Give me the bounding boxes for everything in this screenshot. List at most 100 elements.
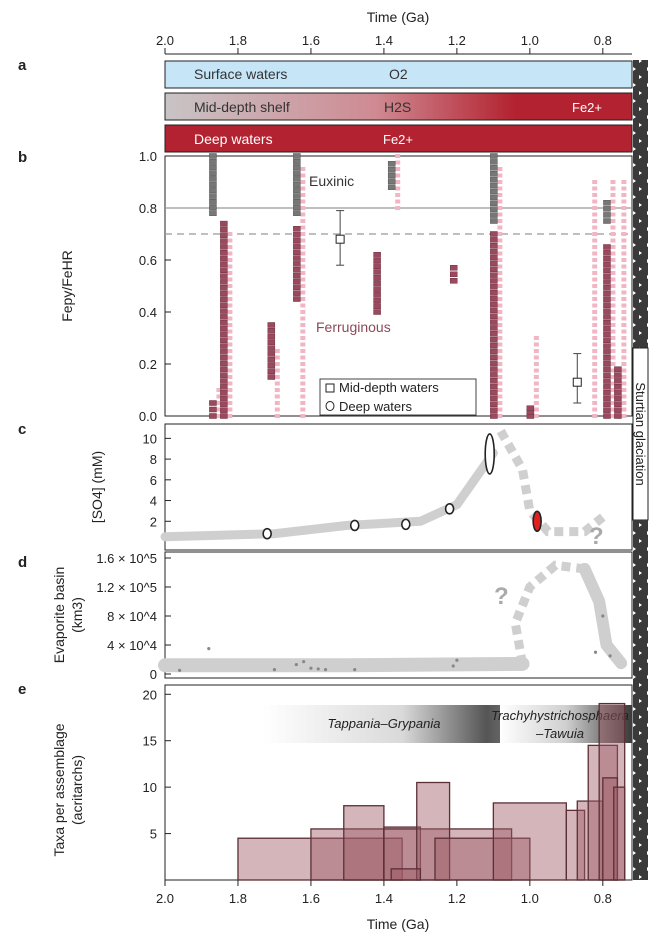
maroon-point-1-12 <box>220 343 228 349</box>
pink-point-3-11 <box>300 342 306 347</box>
euxinic-point-7-4 <box>490 194 498 201</box>
pink-point-10-17 <box>610 303 616 308</box>
pink-point-10-22 <box>610 271 616 275</box>
pink-point-11-26 <box>621 245 627 249</box>
maroon-point-2-8 <box>267 328 276 334</box>
pink-point-3-4 <box>300 388 306 392</box>
band-mid-species: H2S <box>384 99 411 115</box>
pink-point-10-27 <box>610 238 616 243</box>
euxinic-point-7-3 <box>490 200 498 207</box>
pink-point-7-11 <box>497 342 503 347</box>
maroon-point-3-2 <box>293 284 301 291</box>
maroon-point-7-2 <box>490 401 498 408</box>
pink-point-11-16 <box>621 310 627 314</box>
pink-point-9-1 <box>592 407 598 412</box>
maroon-point-3-10 <box>293 237 301 244</box>
top-tick-label-5: 1.0 <box>521 33 539 48</box>
pink-point-0-0 <box>216 414 222 418</box>
maroon-point-4-7 <box>373 269 381 275</box>
maroon-point-7-8 <box>490 366 498 372</box>
pink-point-10-0 <box>610 414 616 418</box>
top-axis: Time (Ga) 2.0 1.8 1.6 1.4 1.2 1.0 0.8 <box>156 9 632 55</box>
pink-point-9-30 <box>592 219 598 223</box>
pink-point-5-2 <box>395 193 401 197</box>
maroon-point-7-4 <box>490 389 498 396</box>
pink-point-3-20 <box>300 284 306 288</box>
bottom-axis: 2.0 1.8 1.6 1.4 1.2 1.0 0.8 Time (Ga) <box>156 880 612 932</box>
euxinic-point-0-9 <box>209 158 217 165</box>
top-tick-label-1: 1.8 <box>229 33 247 48</box>
pink-point-10-5 <box>610 381 616 386</box>
b-ytick-label-5: 1.0 <box>139 149 157 164</box>
pink-point-3-10 <box>300 349 306 353</box>
evaporite-trend <box>158 656 530 673</box>
evaporite-point-4 <box>302 660 306 664</box>
maroon-point-1-8 <box>220 366 228 373</box>
pink-point-9-7 <box>592 368 598 373</box>
pink-point-9-20 <box>592 284 598 288</box>
pink-point-8-0 <box>533 414 539 418</box>
pink-point-10-11 <box>610 342 616 347</box>
pink-point-3-3 <box>300 394 306 399</box>
pink-point-9-33 <box>592 199 598 204</box>
pink-point-7-31 <box>497 212 503 217</box>
maroon-point-11-3 <box>614 395 622 402</box>
assemblage-bar-0 <box>237 837 403 881</box>
pink-point-7-33 <box>497 199 503 204</box>
evaporite-late-trend <box>578 562 628 670</box>
pink-point-11-28 <box>621 232 627 236</box>
pink-point-8-4 <box>533 388 539 392</box>
maroon-point-7-27 <box>490 254 498 261</box>
panel-b-ylabel: Fepy/FeHR <box>59 250 75 322</box>
pink-point-10-32 <box>610 206 616 210</box>
maroon-point-7-0 <box>490 413 498 419</box>
pink-point-10-8 <box>610 362 616 366</box>
euxinic-point-7-1 <box>490 212 498 218</box>
panel-d-frame <box>164 551 633 679</box>
maroon-point-1-24 <box>220 273 228 279</box>
pink-point-11-5 <box>621 381 627 386</box>
pink-point-10-33 <box>610 199 616 204</box>
pink-point-2-2 <box>274 401 280 405</box>
euxinic-point-5-2 <box>387 172 396 179</box>
maroon-point-10-15 <box>603 325 611 332</box>
pink-point-11-36 <box>621 180 627 184</box>
pink-point-7-12 <box>497 336 503 340</box>
pink-point-1-4 <box>227 388 233 392</box>
euxinic-point-0-1 <box>209 204 217 211</box>
pink-point-9-35 <box>592 186 598 191</box>
sulfate-trend <box>160 448 498 542</box>
pink-point-7-3 <box>497 394 503 399</box>
pink-point-1-10 <box>227 349 233 353</box>
pink-point-10-16 <box>610 310 616 314</box>
pink-point-3-23 <box>300 264 306 269</box>
pink-point-10-34 <box>610 193 616 197</box>
euxinic-point-7-0 <box>490 218 498 224</box>
pink-point-9-29 <box>592 225 598 230</box>
pink-point-2-6 <box>274 375 280 379</box>
legend-square-label: Mid-depth waters <box>339 380 439 395</box>
maroon-point-7-1 <box>490 407 498 413</box>
pink-point-10-3 <box>610 394 616 399</box>
pink-point-3-19 <box>300 290 306 295</box>
pink-point-5-5 <box>395 173 401 178</box>
maroon-point-7-26 <box>490 260 498 267</box>
pink-point-7-17 <box>497 303 503 308</box>
pink-point-7-32 <box>497 206 503 210</box>
pink-point-10-20 <box>610 284 616 288</box>
pink-point-3-34 <box>300 193 306 197</box>
pink-point-1-7 <box>227 368 233 373</box>
evaporite-point-8 <box>353 668 357 672</box>
pink-point-7-0 <box>497 414 503 418</box>
maroon-point-1-2 <box>220 401 228 408</box>
pink-point-3-22 <box>300 271 306 275</box>
pink-point-2-4 <box>274 388 280 392</box>
maroon-point-0-2 <box>209 400 217 406</box>
maroon-point-2-2 <box>267 362 276 369</box>
maroon-point-6-2 <box>449 265 458 271</box>
maroon-point-1-6 <box>220 378 228 384</box>
pink-point-9-14 <box>592 323 598 327</box>
pink-point-10-9 <box>610 355 616 360</box>
pink-point-7-29 <box>497 225 503 230</box>
pink-point-7-25 <box>497 251 503 256</box>
